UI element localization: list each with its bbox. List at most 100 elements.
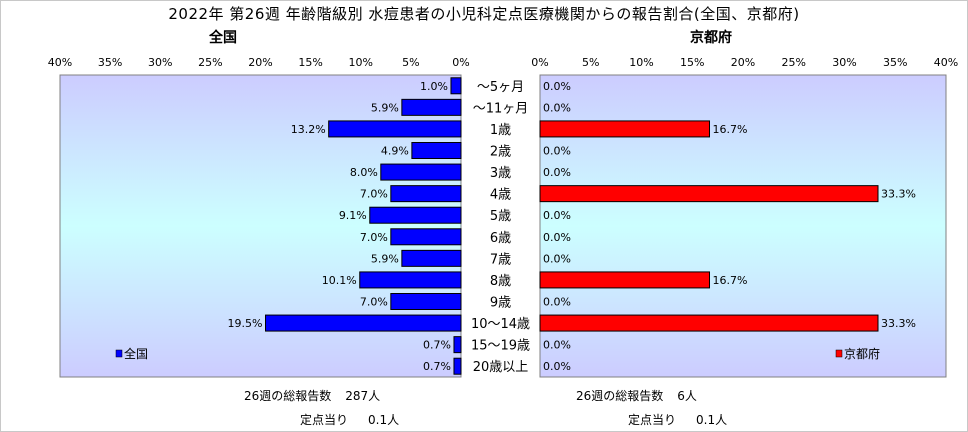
left-x-tick-label: 10% bbox=[349, 56, 373, 69]
right-bar-label: 33.3% bbox=[881, 188, 916, 201]
right-bar bbox=[539, 271, 711, 289]
right-bar-label: 0.0% bbox=[543, 231, 571, 244]
left-bar-label: 0.7% bbox=[423, 360, 451, 373]
right-x-tick-label: 25% bbox=[782, 56, 806, 69]
right-x-tick-label: 15% bbox=[680, 56, 704, 69]
left-total-label: 26週の総報告数 bbox=[244, 389, 332, 403]
left-x-tick-label: 5% bbox=[402, 56, 419, 69]
category-label: 7歳 bbox=[490, 252, 511, 267]
right-legend-label: 京都府 bbox=[844, 346, 880, 361]
left-bar bbox=[390, 293, 462, 310]
category-label: ～5ヶ月 bbox=[477, 80, 524, 95]
category-label: 1歳 bbox=[490, 123, 511, 138]
chart-title: 2022年 第26週 年齢階級別 水痘患者の小児科定点医療機関からの報告割合(全… bbox=[168, 5, 800, 23]
left-bar-label: 10.1% bbox=[322, 274, 357, 287]
right-bar-label: 16.7% bbox=[713, 123, 748, 136]
right-x-tick-label: 10% bbox=[629, 56, 653, 69]
right-bar bbox=[539, 120, 711, 138]
left-per-value: 0.1人 bbox=[368, 413, 400, 427]
right-total-reports: 26週の総報告数 6人 bbox=[576, 387, 697, 404]
right-legend-swatch bbox=[835, 349, 843, 358]
left-bar bbox=[390, 185, 462, 203]
category-label: 15～19歳 bbox=[471, 339, 530, 354]
right-x-tick-label: 0% bbox=[531, 56, 548, 69]
left-bar bbox=[265, 314, 462, 332]
right-bar-label: 0.0% bbox=[543, 296, 571, 309]
left-bar-label: 4.9% bbox=[381, 145, 409, 158]
left-x-tick-label: 20% bbox=[248, 56, 272, 69]
right-plot-area bbox=[539, 74, 947, 378]
left-plot-area bbox=[59, 74, 462, 378]
left-bar bbox=[328, 120, 462, 138]
right-x-tick-label: 40% bbox=[934, 56, 958, 69]
category-label: 8歳 bbox=[490, 274, 511, 289]
right-bar-label: 0.0% bbox=[543, 339, 571, 352]
right-x-tick-label: 5% bbox=[582, 56, 599, 69]
right-bar-label: 0.0% bbox=[543, 209, 571, 222]
left-legend-label: 全国 bbox=[124, 346, 148, 361]
left-bar bbox=[450, 77, 462, 95]
right-bar-label: 0.0% bbox=[543, 166, 571, 179]
left-bar bbox=[401, 249, 462, 267]
category-label: 20歳以上 bbox=[473, 360, 529, 375]
left-bar bbox=[453, 357, 462, 375]
right-bar-label: 16.7% bbox=[713, 274, 748, 287]
left-bar bbox=[359, 271, 462, 289]
left-bar bbox=[369, 206, 462, 224]
left-total-reports: 26週の総報告数 287人 bbox=[244, 387, 380, 404]
right-bar-label: 0.0% bbox=[543, 360, 571, 373]
left-bar-label: 9.1% bbox=[339, 209, 367, 222]
category-label: 4歳 bbox=[490, 188, 511, 203]
right-per-value: 0.1人 bbox=[696, 413, 728, 427]
left-bar-label: 7.0% bbox=[360, 231, 388, 244]
left-panel-subtitle: 全国 bbox=[209, 30, 237, 46]
left-bar-label: 1.0% bbox=[420, 80, 448, 93]
left-bar-label: 13.2% bbox=[291, 123, 326, 136]
right-x-tick-label: 20% bbox=[731, 56, 755, 69]
left-x-tick-label: 40% bbox=[48, 56, 72, 69]
left-bar bbox=[411, 142, 462, 159]
category-label: 2歳 bbox=[490, 145, 511, 160]
category-label: 9歳 bbox=[490, 296, 511, 311]
left-bar bbox=[401, 98, 462, 116]
right-total-value: 6人 bbox=[677, 389, 697, 403]
right-bar-label: 0.0% bbox=[543, 145, 571, 158]
left-bar-label: 19.5% bbox=[228, 317, 263, 330]
left-bar-label: 5.9% bbox=[371, 252, 399, 265]
left-bar-label: 7.0% bbox=[360, 296, 388, 309]
right-bar bbox=[539, 314, 879, 332]
right-per-site: 定点当り 0.1人 bbox=[628, 411, 727, 428]
left-per-label: 定点当り bbox=[300, 413, 349, 427]
category-label: 10～14歳 bbox=[471, 317, 530, 332]
left-x-tick-label: 0% bbox=[452, 56, 469, 69]
right-total-label: 26週の総報告数 bbox=[576, 389, 664, 403]
right-panel-subtitle: 京都府 bbox=[690, 30, 732, 46]
left-bar bbox=[380, 163, 462, 181]
left-per-site: 定点当り 0.1人 bbox=[300, 411, 399, 428]
right-bar-label: 0.0% bbox=[543, 80, 571, 93]
right-per-label: 定点当り bbox=[628, 413, 677, 427]
left-legend-swatch bbox=[115, 349, 123, 358]
category-label: 6歳 bbox=[490, 231, 511, 246]
right-bar-label: 33.3% bbox=[881, 317, 916, 330]
right-bar-label: 0.0% bbox=[543, 252, 571, 265]
right-bar bbox=[539, 185, 879, 203]
left-bar-label: 5.9% bbox=[371, 101, 399, 114]
category-label: 5歳 bbox=[490, 209, 511, 224]
left-x-tick-label: 15% bbox=[298, 56, 322, 69]
left-total-value: 287人 bbox=[345, 389, 381, 403]
left-bar bbox=[453, 336, 462, 354]
category-label: ～11ヶ月 bbox=[473, 101, 529, 116]
left-bar-label: 0.7% bbox=[423, 339, 451, 352]
left-bar-label: 7.0% bbox=[360, 188, 388, 201]
right-x-tick-label: 30% bbox=[832, 56, 856, 69]
left-bar bbox=[390, 228, 462, 246]
left-x-tick-label: 25% bbox=[198, 56, 222, 69]
category-label: 3歳 bbox=[490, 166, 511, 181]
left-bar-label: 8.0% bbox=[350, 166, 378, 179]
left-x-tick-label: 35% bbox=[98, 56, 122, 69]
left-x-tick-label: 30% bbox=[148, 56, 172, 69]
right-bar-label: 0.0% bbox=[543, 101, 571, 114]
right-x-tick-label: 35% bbox=[883, 56, 907, 69]
